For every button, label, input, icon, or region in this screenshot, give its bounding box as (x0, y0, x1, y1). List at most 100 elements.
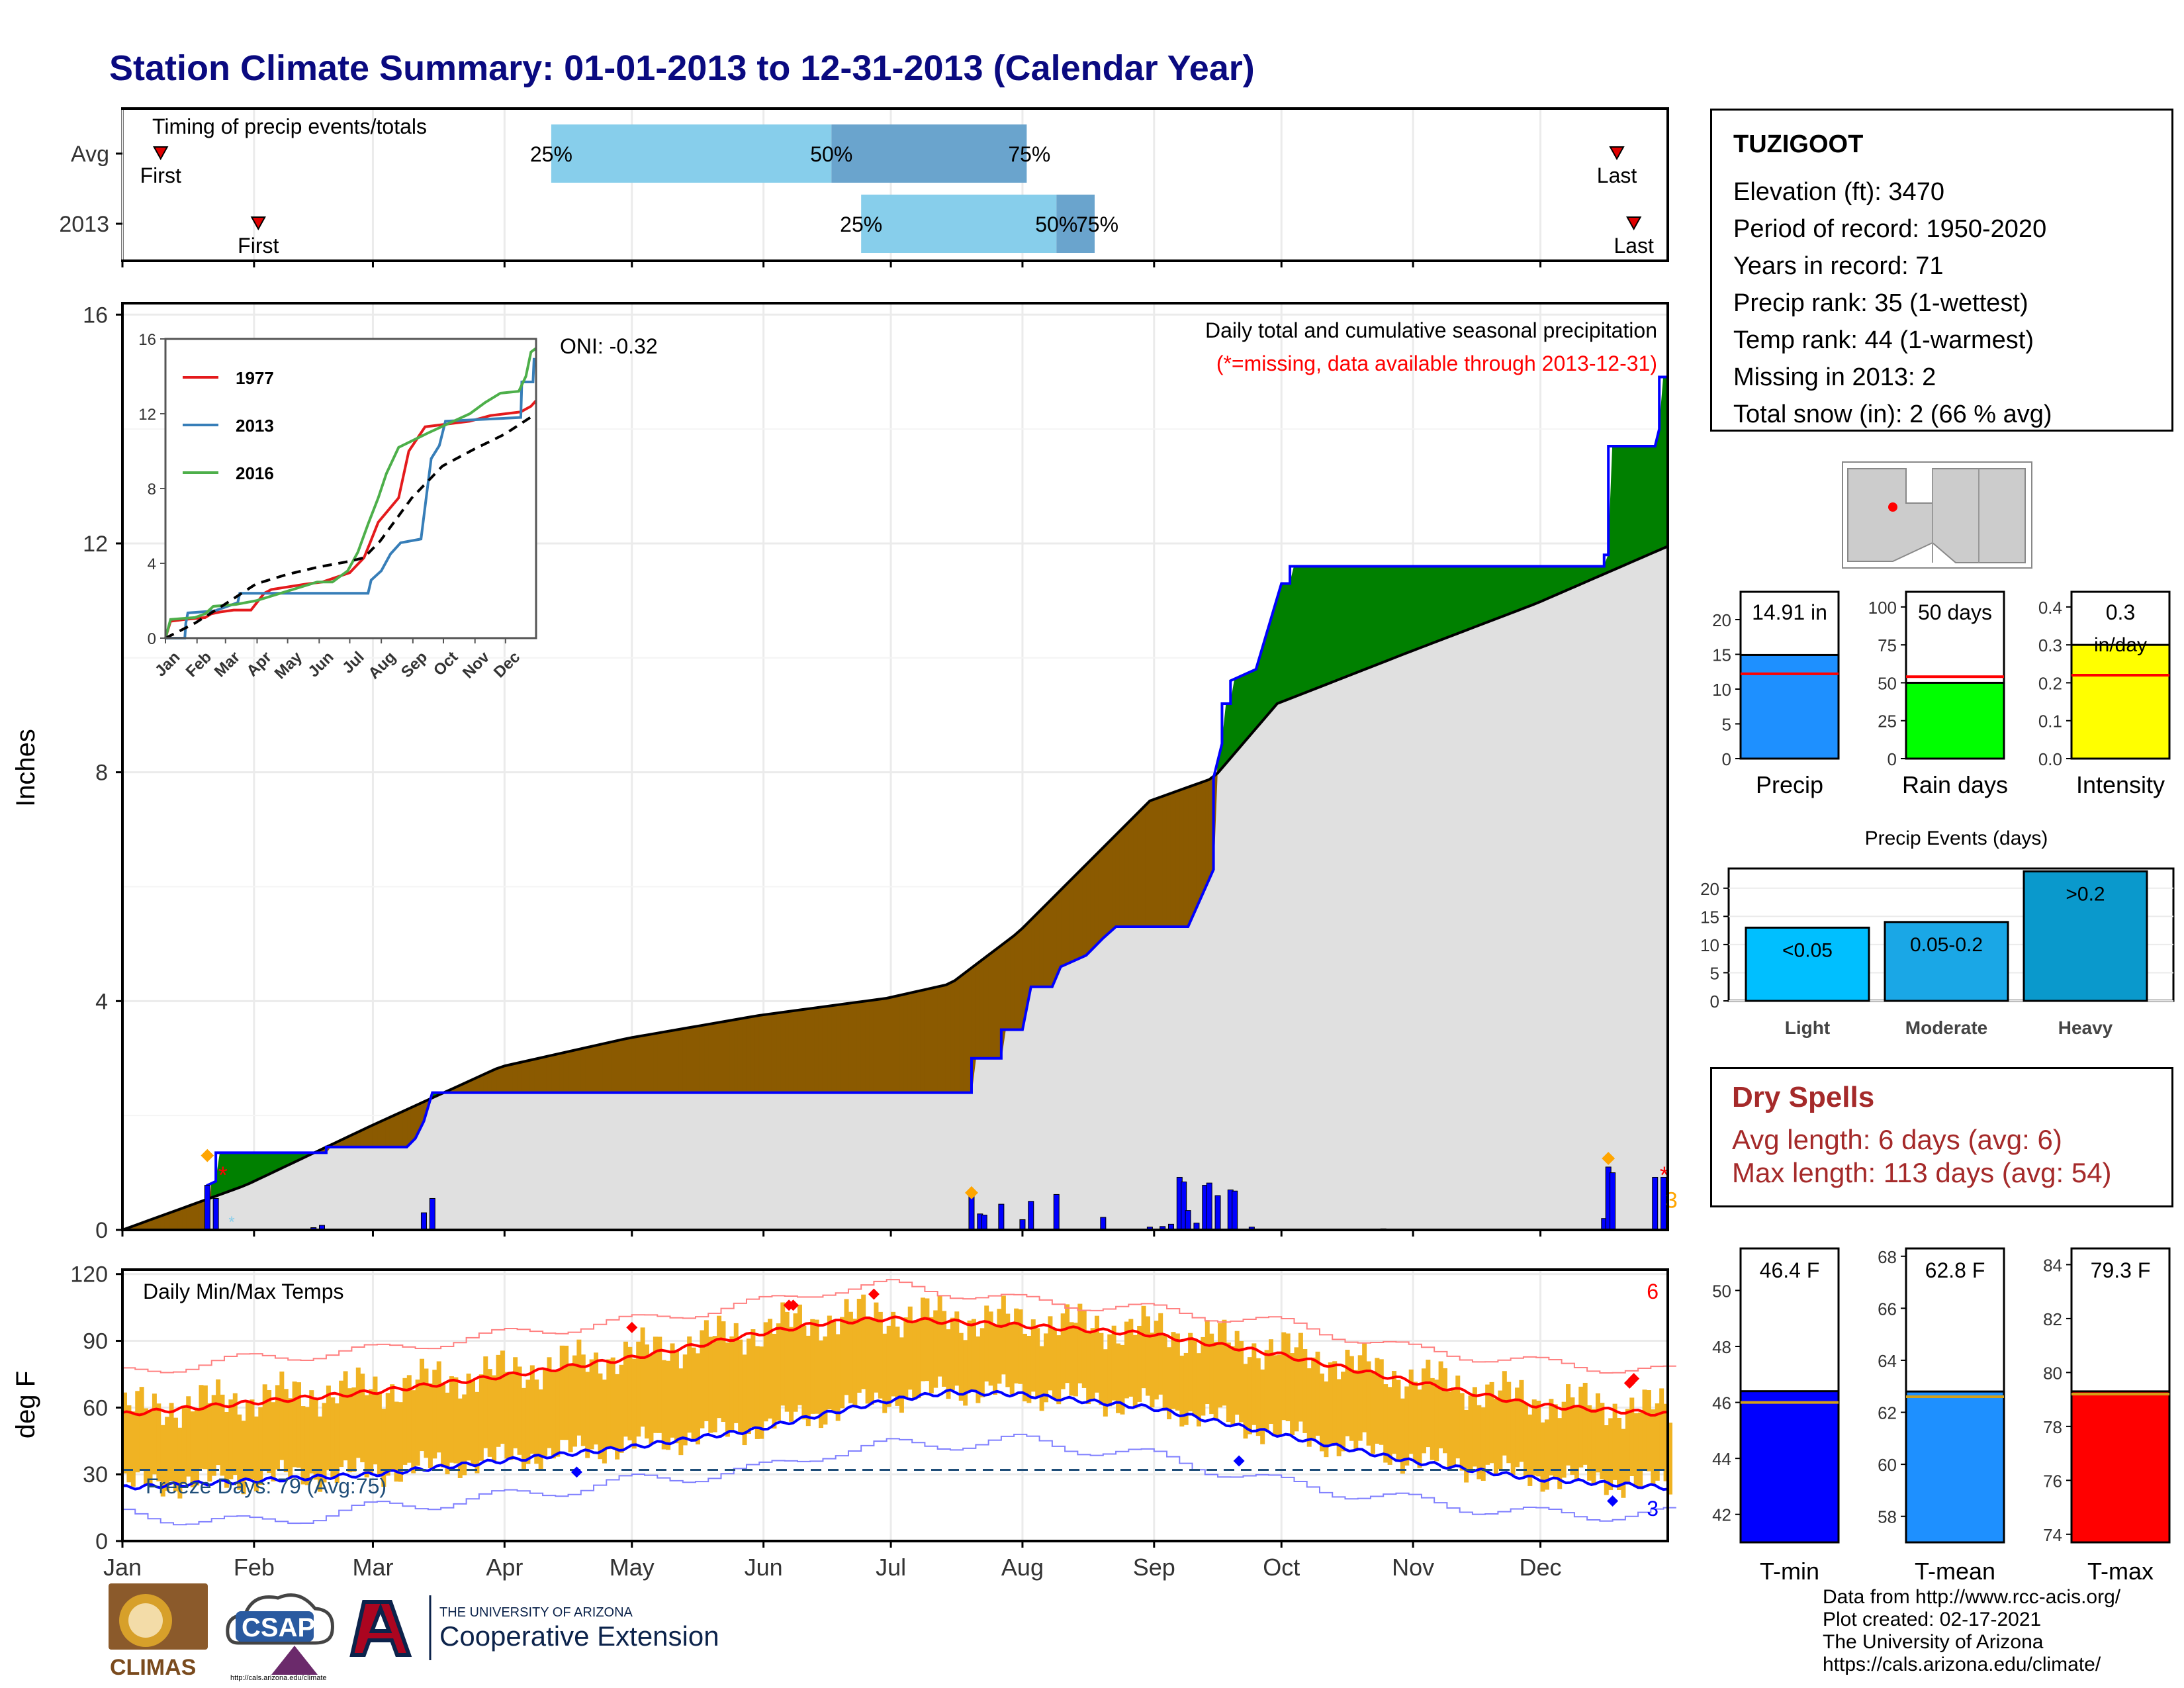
temp-bar-label: T-max (2087, 1558, 2154, 1585)
inset-series-avg (165, 412, 537, 639)
daily-temp-bar (1638, 1412, 1643, 1487)
daily-temp-bar (1065, 1304, 1070, 1383)
deficit-area (644, 1034, 649, 1094)
daily-temp-bar (1438, 1361, 1443, 1448)
page-title: Station Climate Summary: 01-01-2013 to 1… (109, 48, 1255, 88)
deficit-area (962, 970, 968, 1094)
deficit-area (1073, 872, 1078, 962)
daily-temp-bar (529, 1365, 535, 1454)
daily-temp-bar (852, 1319, 858, 1408)
deficit-area (869, 1000, 874, 1094)
temp-bar-tick-label: 78 (2043, 1417, 2062, 1437)
daily-temp-bar (1370, 1372, 1375, 1454)
timing-title: Timing of precip events/totals (152, 115, 427, 138)
daily-temp-bar (891, 1311, 896, 1397)
daily-temp-bar (1188, 1333, 1193, 1412)
surplus-area (1391, 566, 1396, 659)
deficit-area (1085, 859, 1091, 957)
daily-temp-bar (351, 1387, 357, 1472)
daily-temp-bar (126, 1405, 132, 1483)
summary-bar-tick-label: 0.0 (2038, 749, 2062, 769)
daily-temp-bar (810, 1319, 815, 1414)
deficit-area (381, 1118, 387, 1148)
summary-bar-tick-label: 75 (1878, 635, 1897, 655)
missing-marker: * (218, 1162, 228, 1189)
daily-temp-bar (1239, 1340, 1244, 1423)
daily-temp-bar (1273, 1355, 1278, 1436)
daily-temp-bar (1600, 1403, 1605, 1479)
deficit-area (814, 1007, 819, 1094)
daily-temp-bar (1341, 1372, 1346, 1452)
deficit-area (512, 1062, 518, 1094)
precip-ytick-label: 0 (95, 1218, 108, 1243)
daily-precip-bar (1652, 1176, 1659, 1231)
daily-temp-bar (148, 1409, 153, 1486)
temp-bar-value: 62.8 F (1925, 1258, 1985, 1282)
daily-temp-bar (326, 1385, 331, 1471)
deficit-area (1115, 829, 1120, 927)
daily-temp-bar (751, 1329, 756, 1428)
deficit-area (758, 1014, 764, 1094)
daily-temp-bar (678, 1368, 684, 1456)
inset-bg (165, 339, 536, 638)
deficit-area (589, 1045, 594, 1094)
deficit-area (784, 1011, 790, 1094)
surplus-area (1480, 566, 1486, 626)
surplus-area (253, 1152, 259, 1182)
daily-temp-bar (1621, 1429, 1626, 1498)
inset-ytick-label: 8 (148, 481, 156, 498)
csap-logo-text: CSAP (242, 1613, 315, 1642)
daily-temp-bar (631, 1358, 637, 1449)
daily-temp-bar (976, 1336, 981, 1403)
daily-temp-bar (1039, 1346, 1044, 1411)
daily-temp-bar (576, 1339, 582, 1436)
events-bar (2023, 870, 2148, 1002)
daily-temp-bar (801, 1325, 807, 1420)
daily-temp-bar (309, 1390, 314, 1474)
deficit-area (563, 1051, 569, 1094)
daily-temp-bar (343, 1371, 348, 1461)
daily-temp-bar (1111, 1325, 1116, 1401)
daily-temp-bar (1387, 1387, 1392, 1465)
daily-temp-bar (589, 1359, 594, 1450)
month-label: Jul (876, 1554, 906, 1581)
daily-temp-bar (1290, 1353, 1295, 1436)
deficit-area (920, 989, 925, 1094)
deficit-area (865, 1000, 870, 1094)
deficit-area (716, 1021, 721, 1094)
daily-temp-bar (1255, 1358, 1261, 1436)
daily-temp-bar (717, 1315, 722, 1419)
daily-temp-bar (1099, 1333, 1104, 1405)
daily-temp-bar (1663, 1403, 1668, 1481)
surplus-area (1489, 566, 1494, 622)
daily-temp-bar (568, 1363, 573, 1452)
timing-bar-50-75 (831, 124, 1027, 183)
precip-ytick-label: 16 (83, 303, 108, 328)
inset-ytick-label: 12 (138, 406, 156, 424)
daily-precip-bar (429, 1197, 435, 1231)
daily-temp-bar (1392, 1371, 1397, 1454)
temp-bar-tick-label: 58 (1878, 1507, 1897, 1527)
surplus-area (1451, 566, 1456, 637)
daily-temp-bar (1477, 1405, 1482, 1479)
daily-temp-bar (1582, 1382, 1588, 1465)
deficit-area (805, 1008, 811, 1094)
daily-temp-bar (135, 1391, 140, 1473)
daily-temp-bar (1540, 1422, 1545, 1492)
daily-temp-bar (1557, 1418, 1563, 1489)
deficit-area (890, 996, 895, 1094)
deficit-area (614, 1039, 620, 1094)
daily-temp-bar (793, 1313, 798, 1412)
daily-temp-bar (513, 1357, 518, 1448)
surplus-area (1569, 566, 1575, 590)
credit-url: https://cals.arizona.edu/climate/ (1823, 1654, 2101, 1675)
deficit-area (1179, 788, 1185, 927)
temp-bar-tick-label: 42 (1712, 1505, 1731, 1525)
deficit-area (1111, 833, 1116, 931)
surplus-area (1476, 566, 1482, 627)
precip-missing-note: (*=missing, data available through 2013-… (1216, 352, 1657, 375)
precip-ytick-label: 12 (83, 532, 108, 557)
deficit-area (368, 1124, 373, 1148)
daily-temp-bar (1362, 1342, 1367, 1432)
surplus-area (1531, 566, 1537, 606)
